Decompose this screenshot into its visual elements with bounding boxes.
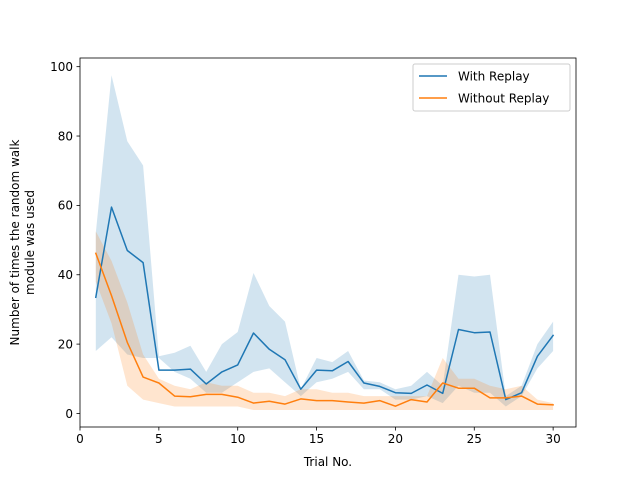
line-without-replay bbox=[94, 252, 554, 407]
legend-box bbox=[412, 63, 571, 112]
legend-label-without-replay: Without Replay bbox=[458, 91, 549, 105]
x-tick-label: 30 bbox=[545, 432, 560, 446]
y-axis-label: Number of times the random walk module wa… bbox=[8, 140, 37, 346]
y-tick-label: 0 bbox=[65, 407, 73, 421]
x-axis-label: Trial No. bbox=[303, 455, 352, 469]
band-without-replay bbox=[95, 231, 554, 410]
y-tick-label: 60 bbox=[58, 199, 73, 213]
x-tick-label: 10 bbox=[230, 432, 245, 446]
line-with-replay bbox=[94, 206, 555, 401]
band-with-replay bbox=[95, 75, 554, 407]
x-tick-label: 0 bbox=[76, 432, 84, 446]
plot-frame bbox=[79, 57, 577, 428]
y-axis-label-line: Number of times the random walk bbox=[8, 140, 22, 346]
y-tick-label: 100 bbox=[50, 60, 73, 74]
y-axis-label-line: module was used bbox=[23, 190, 37, 295]
legend: With Replay Without Replay bbox=[412, 63, 571, 112]
confidence-bands bbox=[95, 75, 554, 410]
y-tick-label: 20 bbox=[58, 337, 73, 351]
y-tick-label: 80 bbox=[58, 129, 73, 143]
x-tick-label: 20 bbox=[388, 432, 403, 446]
y-axis-ticks: 0 20 40 60 80 100 bbox=[50, 60, 80, 421]
y-tick-label: 40 bbox=[58, 268, 73, 282]
series-lines bbox=[94, 206, 555, 407]
x-tick-label: 5 bbox=[155, 432, 163, 446]
x-tick-label: 15 bbox=[309, 432, 324, 446]
x-axis-ticks: 0 5 10 15 20 25 30 bbox=[76, 427, 561, 446]
legend-label-with-replay: With Replay bbox=[458, 69, 530, 83]
x-tick-label: 25 bbox=[467, 432, 482, 446]
